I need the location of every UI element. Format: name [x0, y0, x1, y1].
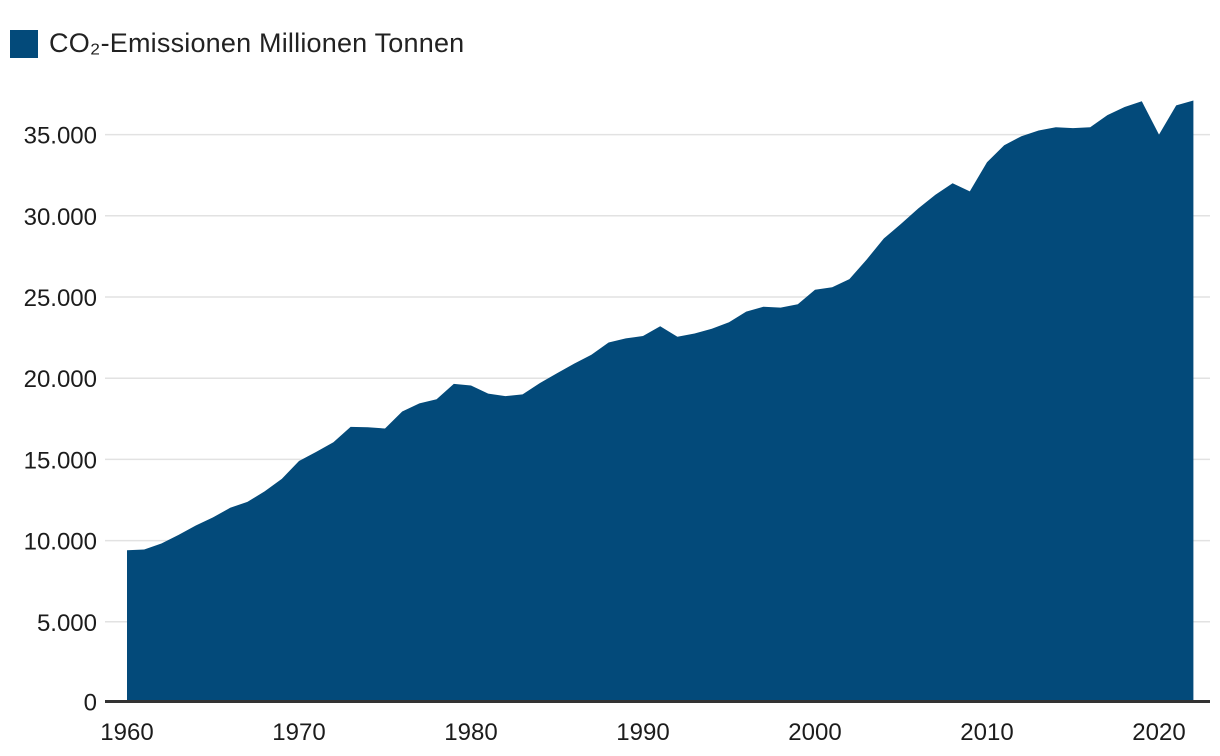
y-tick-label: 10.000	[24, 529, 97, 556]
x-tick-label: 1980	[444, 719, 497, 746]
x-tick-label: 1970	[272, 719, 325, 746]
y-tick-label: 15.000	[24, 447, 97, 474]
y-tick-label: 30.000	[24, 204, 97, 231]
legend-swatch	[10, 29, 38, 58]
x-tick-label: 1960	[100, 719, 153, 746]
legend: CO₂-Emissionen Millionen Tonnen	[10, 28, 464, 59]
x-tick-label: 1990	[616, 719, 669, 746]
y-tick-label: 5.000	[37, 610, 97, 637]
x-tick-label: 2020	[1132, 719, 1185, 746]
emissions-area-series	[127, 100, 1194, 703]
x-tick-label: 2010	[960, 719, 1013, 746]
y-tick-label: 0	[84, 690, 97, 717]
y-tick-label: 20.000	[24, 366, 97, 393]
legend-label: CO₂-Emissionen Millionen Tonnen	[49, 28, 465, 58]
y-tick-label: 35.000	[24, 123, 97, 150]
x-tick-label: 2000	[788, 719, 841, 746]
y-tick-label: 25.000	[24, 285, 97, 312]
